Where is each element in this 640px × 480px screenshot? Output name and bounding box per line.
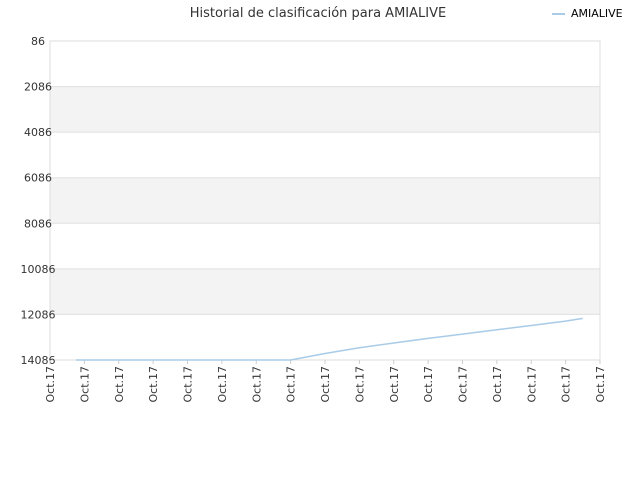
- x-tick-label: Oct.17: [457, 366, 470, 403]
- y-tick-label: 12086: [21, 308, 56, 321]
- y-tick-label: 4086: [24, 126, 52, 139]
- x-tick-label: Oct.17: [525, 366, 538, 403]
- x-tick-label: Oct.17: [285, 366, 298, 403]
- x-tick-label: Oct.17: [388, 366, 401, 403]
- series-line-amialive: [75, 317, 583, 361]
- x-tick-label: Oct.17: [353, 366, 366, 403]
- grid-lines: [50, 40, 600, 361]
- plot-band: [50, 86, 600, 133]
- x-tick-label: Oct.17: [216, 366, 229, 403]
- plot-band: [50, 268, 600, 315]
- x-tick-label: Oct.17: [491, 366, 504, 403]
- x-tick-label: Oct.17: [78, 366, 91, 403]
- x-tick-label: Oct.17: [44, 366, 57, 403]
- y-tick-label: 2086: [24, 81, 52, 94]
- y-tick-label: 10086: [21, 263, 56, 276]
- y-axis-ticks: 86 2086 4086 6086 8086 10086 12086 14086: [21, 35, 56, 367]
- x-tick-label: Oct.17: [250, 366, 263, 403]
- x-tick-label: Oct.17: [594, 366, 607, 403]
- plot-band: [50, 177, 600, 224]
- x-tick-label: Oct.17: [147, 366, 160, 403]
- x-tick-label: Oct.17: [560, 366, 573, 403]
- y-tick-label: 8086: [24, 217, 52, 230]
- y-tick-label: 14086: [21, 354, 56, 367]
- x-tick-label: Oct.17: [422, 366, 435, 403]
- legend: AMIALIVE: [552, 7, 623, 20]
- chart-title: Historial de clasificación para AMIALIVE: [190, 6, 446, 21]
- x-tick-label: Oct.17: [113, 366, 126, 403]
- series-layer: [75, 317, 583, 361]
- x-axis-ticks: Oct.17 Oct.17 Oct.17 Oct.17 Oct.17 Oct.17 Oct.…: [44, 360, 607, 403]
- y-tick-label: 86: [31, 35, 45, 48]
- plot-bands: [50, 86, 600, 315]
- y-tick-label: 6086: [24, 172, 52, 185]
- legend-label-amialive: AMIALIVE: [571, 7, 623, 20]
- x-tick-label: Oct.17: [319, 366, 332, 403]
- x-tick-label: Oct.17: [182, 366, 195, 403]
